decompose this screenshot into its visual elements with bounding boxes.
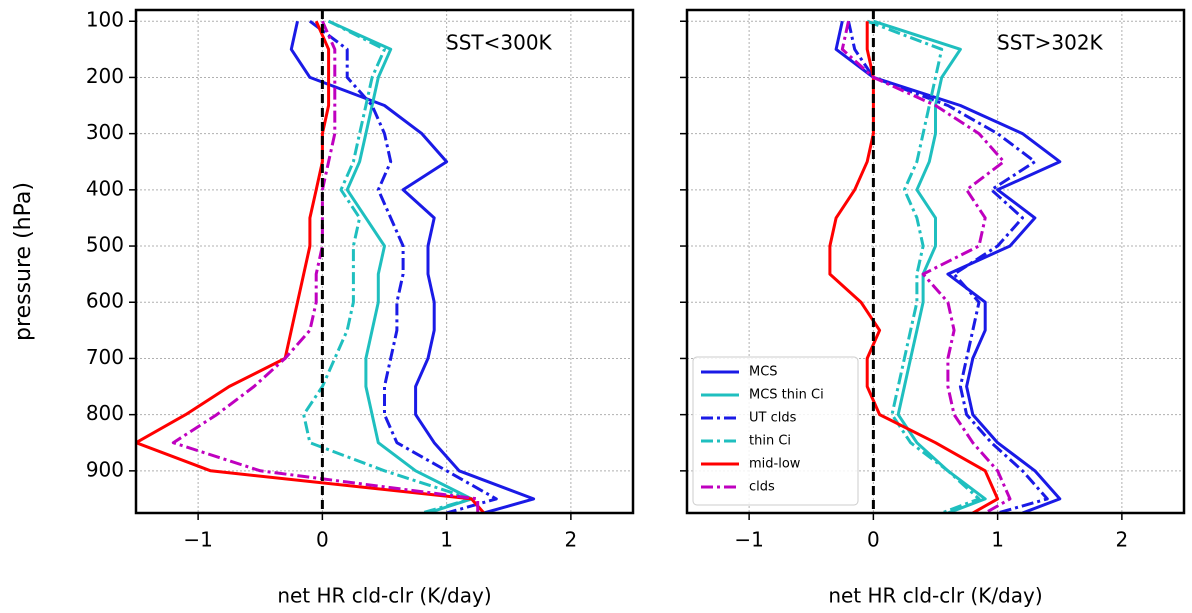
y-tick-label: 500 xyxy=(86,233,124,257)
series-line xyxy=(136,20,486,513)
annotation: SST<300K xyxy=(446,31,553,55)
series-line xyxy=(171,20,480,513)
x-tick-label: 1 xyxy=(440,528,453,552)
series-line xyxy=(840,20,1012,513)
y-tick-label: 300 xyxy=(86,120,124,144)
x-tick-label: −1 xyxy=(734,528,763,552)
y-tick-label: 200 xyxy=(86,64,124,88)
x-tick-label: 1 xyxy=(991,528,1004,552)
legend-label: mid-low xyxy=(749,457,801,472)
series-line xyxy=(828,21,1000,513)
x-tick-label: 2 xyxy=(1116,528,1129,552)
series-line xyxy=(866,19,981,513)
frame xyxy=(685,8,1186,515)
series-line xyxy=(308,20,498,513)
y-tick-label: 700 xyxy=(86,345,124,369)
series-line xyxy=(289,20,536,513)
y-tick-label: 400 xyxy=(86,176,124,200)
legend: MCS MCS thin Ci UT clds thin Ci mid-low clds xyxy=(692,356,859,506)
legend-label: UT clds xyxy=(749,411,797,426)
legend-label: clds xyxy=(749,480,775,495)
y-axis-label: pressure (hPa) xyxy=(11,182,36,341)
series-line xyxy=(847,20,1049,513)
y-tick-label: 900 xyxy=(86,457,124,481)
series-line xyxy=(834,20,1062,513)
x-tick-label: −1 xyxy=(183,528,212,552)
legend-label: MCS thin Ci xyxy=(749,388,824,403)
series-group xyxy=(828,19,1062,513)
frame xyxy=(134,8,635,515)
legend-label: MCS xyxy=(749,365,778,380)
series-line xyxy=(302,19,473,513)
x-axis-label: net HR cld-clr (K/day) xyxy=(277,584,491,608)
x-axis-label: net HR cld-clr (K/day) xyxy=(828,584,1042,608)
y-tick-label: 600 xyxy=(86,289,124,313)
y-tick-label: 100 xyxy=(86,8,124,32)
panel: −1 0 1 2 100 200 300 400 500 600 700 800 900 SST<300K… xyxy=(11,8,635,608)
legend-label: thin Ci xyxy=(749,434,791,449)
annotation: SST>302K xyxy=(997,31,1104,55)
x-tick-label: 0 xyxy=(316,528,329,552)
series-group xyxy=(136,19,536,513)
y-tick-label: 800 xyxy=(86,401,124,425)
series-line xyxy=(327,19,473,513)
x-tick-label: 2 xyxy=(565,528,578,552)
x-tick-label: 0 xyxy=(867,528,880,552)
